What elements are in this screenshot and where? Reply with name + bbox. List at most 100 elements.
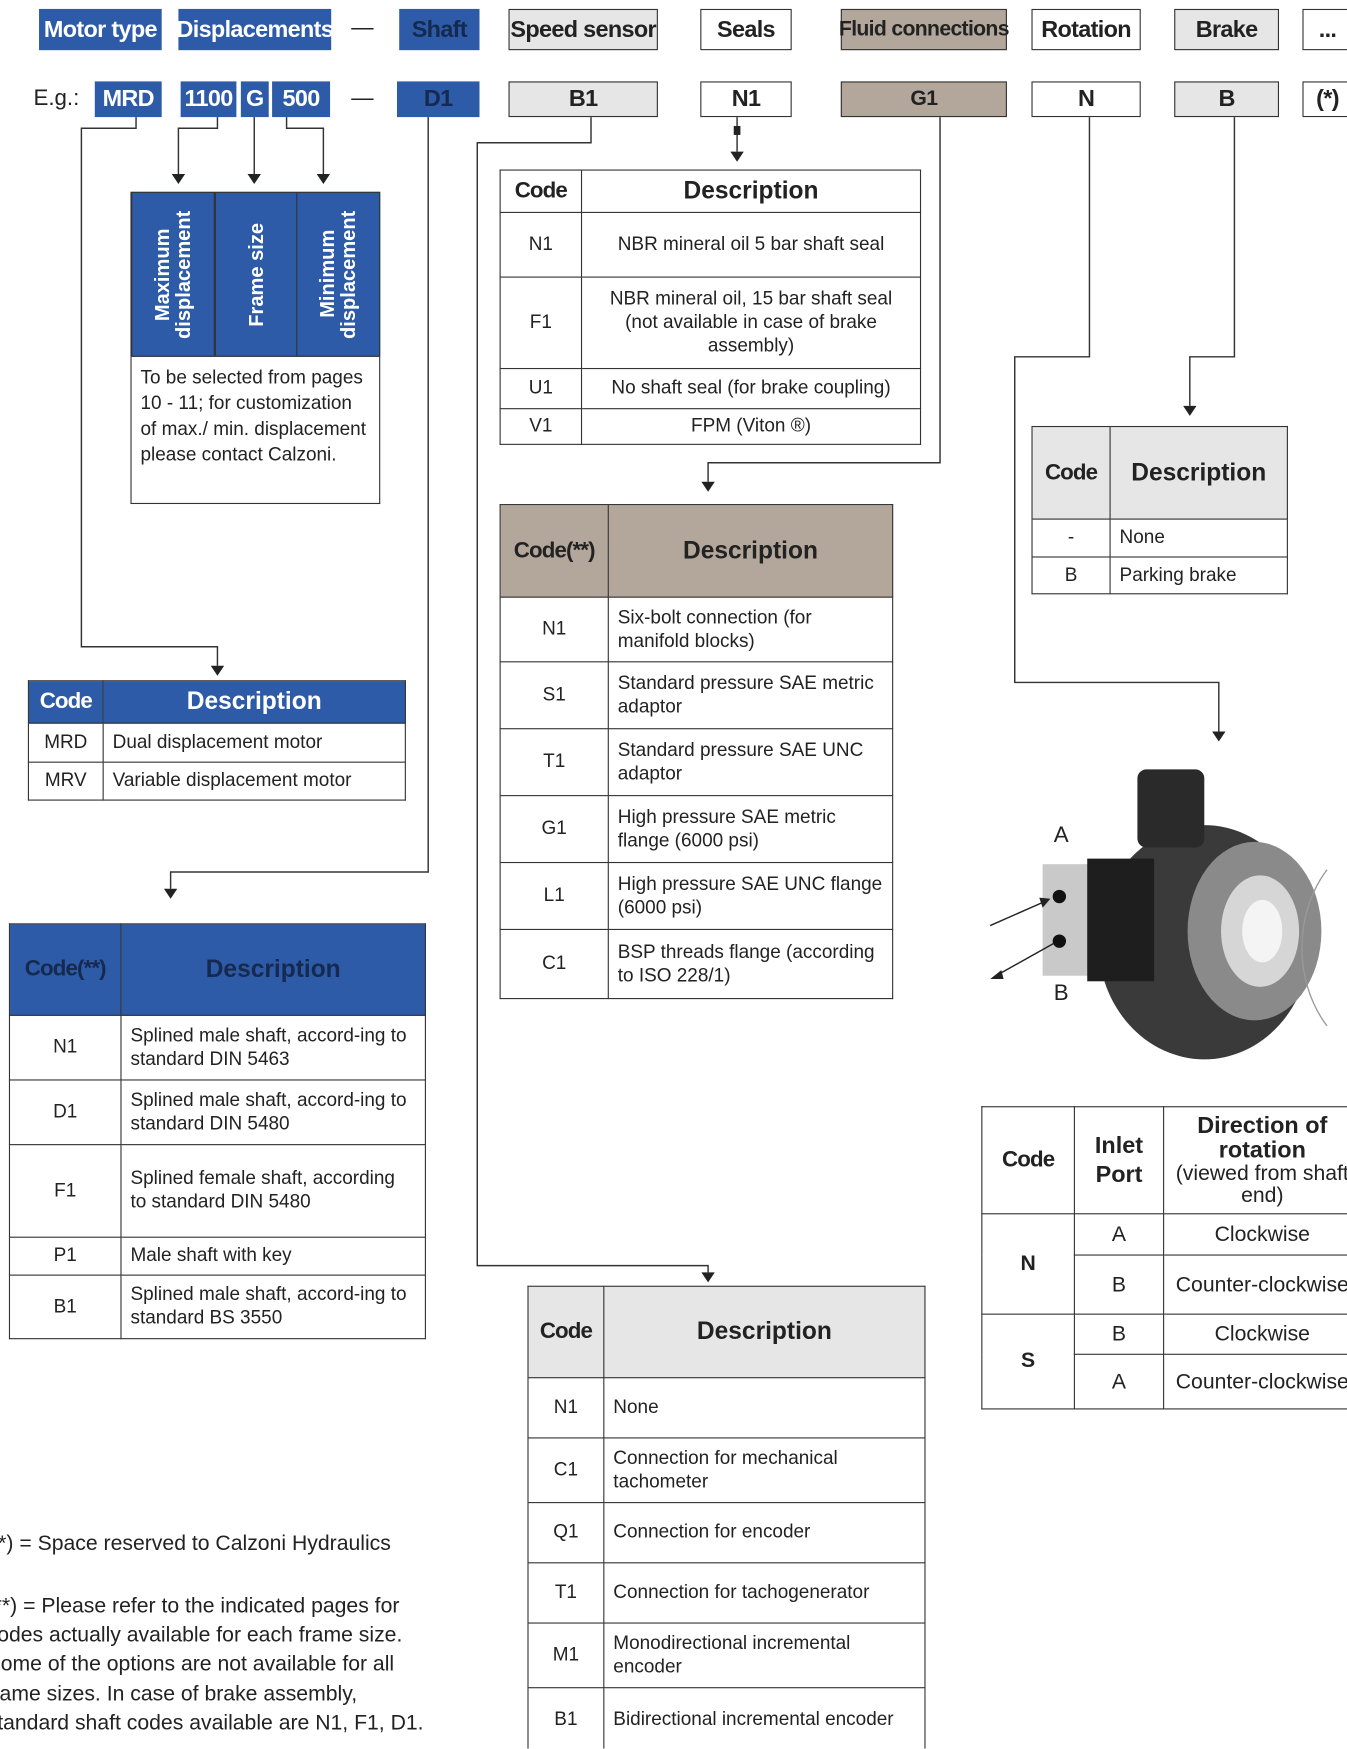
seals-table: Code Description N1 NBR mineral oil 5 bar s… — [499, 169, 922, 445]
header-cell: Description — [120, 923, 426, 1016]
example-code: D1 — [396, 81, 480, 118]
description-cell: Connection for tachogenerator — [603, 1562, 926, 1624]
code-cell: D1 — [8, 1079, 122, 1146]
code-cell: S1 — [499, 661, 609, 730]
code-cell: T1 — [527, 1562, 605, 1624]
header-row: Code Description — [1031, 425, 1288, 520]
header-row: Code Inlet Port Direction of rotation (view… — [981, 1106, 1347, 1215]
direction-cell: Counter-clockwise — [1163, 1254, 1347, 1315]
port-cell: A — [1073, 1213, 1165, 1256]
header-cell: Code(**) — [8, 923, 122, 1016]
header-cell: Inlet Port — [1073, 1106, 1165, 1215]
description-cell: Connection for encoder — [603, 1502, 926, 1564]
code-cell: B — [1031, 556, 1111, 595]
direction-cell: Clockwise — [1163, 1213, 1347, 1256]
code-cell: B1 — [8, 1274, 122, 1340]
row: B Counter-clockwise — [982, 1254, 1347, 1315]
displacement-table: Maximum displacement Frame size Minimum di… — [130, 191, 381, 505]
row: N A Clockwise — [981, 1213, 1347, 1315]
row: V1 FPM (Viton ®) — [499, 408, 922, 445]
row: P1 Male shaft with key — [8, 1236, 426, 1276]
code-cell: B1 — [527, 1687, 605, 1749]
row: B1 Bidirectional incremental encoder — [527, 1687, 926, 1749]
code-cell: L1 — [499, 861, 609, 930]
code-cell: - — [1031, 518, 1111, 558]
description-cell: Dual displacement motor — [102, 722, 406, 763]
example-code: G1 — [840, 81, 1007, 118]
code-cell: T1 — [499, 728, 609, 797]
description-cell: NBR mineral oil, 15 bar shaft seal (not … — [580, 276, 922, 370]
rotated-header: Minimum displacement — [296, 192, 380, 356]
row: MRD Dual displacement motor — [27, 722, 406, 763]
header-field: Speed sensor — [508, 8, 658, 51]
row: M1 Monodirectional incremental encoder — [527, 1622, 926, 1689]
header-cell: Code — [27, 680, 104, 724]
header-field: Seals — [700, 8, 792, 51]
port-label: B — [1053, 981, 1069, 1006]
brake-table: Code Description - None B Parking brake — [1031, 425, 1288, 595]
description-cell: BSP threads flange (according to ISO 228… — [607, 928, 894, 1000]
description-cell: Standard pressure SAE UNC adaptor — [607, 728, 894, 797]
example-code: 1100 — [180, 81, 237, 118]
header-cell: Direction of rotation (viewed from shaft … — [1163, 1106, 1347, 1215]
code-cell: MRD — [27, 722, 104, 763]
row: U1 No shaft seal (for brake coupling) — [499, 367, 922, 410]
row: G1 High pressure SAE metric flange (6000 … — [499, 795, 894, 864]
header-row: Code(**) Description — [499, 504, 894, 598]
header-cell: Description — [102, 680, 406, 724]
footnote: (**) = Please refer to the indicated pag… — [0, 1594, 424, 1735]
code-cell: MRV — [27, 761, 104, 801]
row: F1 NBR mineral oil, 15 bar shaft seal (no… — [499, 276, 922, 370]
header-cell: Code — [981, 1106, 1075, 1215]
code-cell: V1 — [499, 408, 583, 445]
example-code: 500 — [272, 81, 331, 118]
header-row: Code Description — [527, 1285, 926, 1379]
code-cell: M1 — [527, 1622, 605, 1689]
header-field: Rotation — [1031, 8, 1141, 51]
row: F1 Splined female shaft, according to sta… — [8, 1144, 426, 1238]
description-cell: NBR mineral oil 5 bar shaft seal — [580, 211, 922, 278]
example-label: E.g.: — [33, 85, 80, 111]
code-cell: U1 — [499, 367, 583, 410]
code-cell: C1 — [527, 1437, 605, 1504]
header-row: Code Description — [499, 169, 922, 213]
row: N1 None — [527, 1377, 926, 1439]
header-row: Code(**) Description — [8, 923, 426, 1016]
description-cell: High pressure SAE UNC flange (6000 psi) — [607, 861, 894, 930]
header-subtext: (viewed from shaft end) — [1175, 1161, 1347, 1208]
fluid-connections-table: Code(**) Description N1 Six-bolt connection… — [499, 504, 894, 1000]
example-code: N — [1031, 81, 1141, 118]
port-cell: B — [1073, 1313, 1165, 1355]
row: C1 BSP threads flange (according to ISO 2… — [499, 928, 894, 1000]
speed-sensor-table: Code Description N1 None C1 Connection for me… — [527, 1285, 926, 1749]
code-cell: Q1 — [527, 1502, 605, 1564]
motor-image — [989, 769, 1328, 1060]
description-cell: Splined male shaft, accord-ing to standa… — [120, 1014, 426, 1081]
example-code: B1 — [508, 81, 658, 118]
port-cell: B — [1073, 1254, 1165, 1315]
example-code: B — [1174, 81, 1280, 118]
description-cell: Standard pressure SAE metric adaptor — [607, 661, 894, 730]
row: MRV Variable displacement motor — [27, 761, 406, 801]
header-cell: Code — [527, 1285, 605, 1379]
description-cell: High pressure SAE metric flange (6000 ps… — [607, 795, 894, 864]
row: T1 Connection for tachogenerator — [527, 1562, 926, 1624]
example-code: G — [240, 81, 269, 118]
header-field: Fluid connections — [839, 8, 1009, 51]
description-cell: Monodirectional incremental encoder — [603, 1622, 926, 1689]
description-cell: Connection for mechanical tachometer — [603, 1437, 926, 1504]
motor-type-table: Code Description MRD Dual displacement moto… — [27, 680, 406, 801]
description-cell: None — [603, 1377, 926, 1439]
code-cell: G1 — [499, 795, 609, 864]
code-cell: N1 — [8, 1014, 122, 1081]
rotated-header: Frame size — [214, 192, 297, 356]
header-cell: Code — [1031, 425, 1111, 520]
displacement-note: To be selected from pages 10 - 11; for c… — [130, 356, 381, 505]
description-cell: Bidirectional incremental encoder — [603, 1687, 926, 1749]
code-cell: N1 — [499, 211, 583, 278]
row: Q1 Connection for encoder — [527, 1502, 926, 1564]
description-cell: Parking brake — [1109, 556, 1288, 595]
header-cell: Code — [499, 169, 583, 213]
description-cell: Six-bolt connection (for manifold blocks… — [607, 596, 894, 663]
